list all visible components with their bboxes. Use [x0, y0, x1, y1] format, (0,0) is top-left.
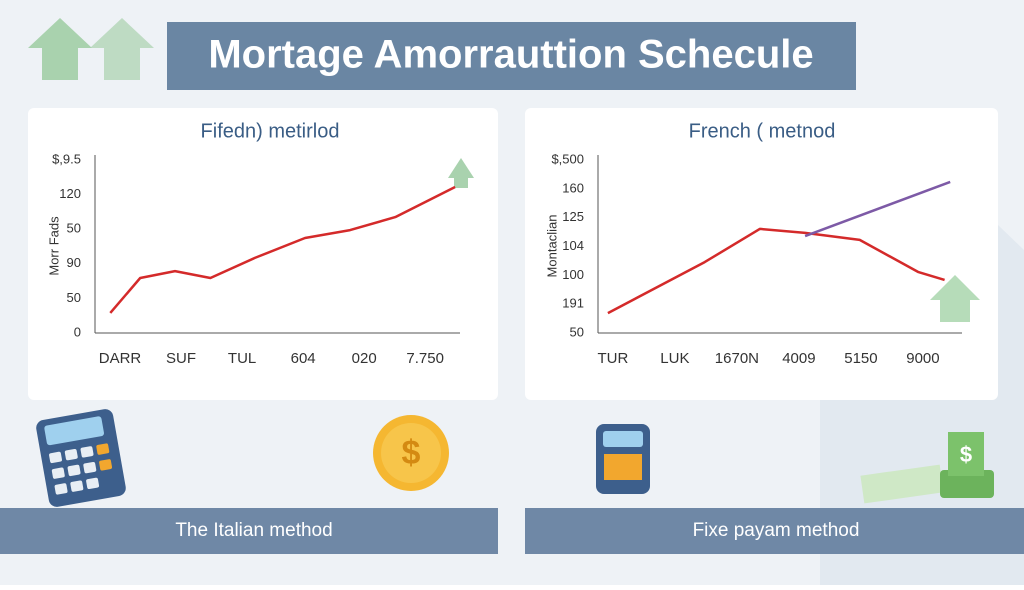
- x-tick-label: 604: [291, 350, 316, 367]
- y-tick-label: 160: [562, 180, 584, 195]
- y-tick-label: 191: [562, 296, 584, 311]
- x-tick-label: SUF: [166, 350, 196, 367]
- chart-title: Fifedn) metirlod: [201, 120, 340, 142]
- y-tick-label: 50: [67, 290, 81, 305]
- y-tick-label: 90: [67, 255, 81, 270]
- y-tick-label: 50: [67, 221, 81, 236]
- house-icon: [28, 18, 154, 80]
- x-tick-label: 020: [352, 350, 377, 367]
- x-tick-label: 4009: [782, 350, 815, 367]
- caption: The Italian method: [175, 520, 332, 541]
- calculator-icon: [596, 424, 650, 494]
- calculator-icon: [36, 409, 126, 507]
- y-tick-label: 50: [570, 324, 584, 339]
- y-tick-label: 100: [562, 267, 584, 282]
- caption-bar: [0, 508, 498, 554]
- money-symbol: $: [960, 442, 972, 467]
- y-tick-label: 104: [562, 238, 584, 253]
- title-banner: [167, 22, 856, 90]
- x-tick-label: DARR: [99, 350, 142, 367]
- caption-bar: [525, 508, 1024, 554]
- x-tick-label: TUR: [597, 350, 628, 367]
- money-icon: [860, 432, 994, 504]
- y-tick-label: $,500: [551, 151, 584, 166]
- x-tick-label: 9000: [906, 350, 939, 367]
- x-tick-label: 7.750: [406, 350, 444, 367]
- y-tick-label: 120: [59, 186, 81, 201]
- chart-title: French ( metnod: [689, 120, 836, 142]
- house-icon: [930, 275, 980, 322]
- line: [109, 185, 456, 314]
- line: [804, 180, 951, 238]
- x-tick-label: 5150: [844, 350, 877, 367]
- x-tick-label: 1670N: [715, 350, 759, 367]
- coin-icon: [381, 423, 441, 483]
- y-tick-label: 0: [74, 324, 81, 339]
- line: [607, 227, 945, 315]
- caption: Fixe payam method: [693, 520, 860, 541]
- y-tick-label: $,9.5: [52, 151, 81, 166]
- y-axis-label: Morr Fads: [46, 216, 61, 276]
- chart-card: [525, 108, 998, 400]
- x-tick-label: TUL: [228, 350, 256, 367]
- x-tick-label: LUK: [660, 350, 689, 367]
- page-title: Mortage Amorrauttion Schecule: [208, 33, 813, 77]
- arrow-icon: [448, 158, 474, 188]
- y-tick-label: 125: [562, 209, 584, 224]
- y-axis-label: Montaclian: [544, 215, 559, 278]
- coin-symbol: $: [402, 434, 421, 472]
